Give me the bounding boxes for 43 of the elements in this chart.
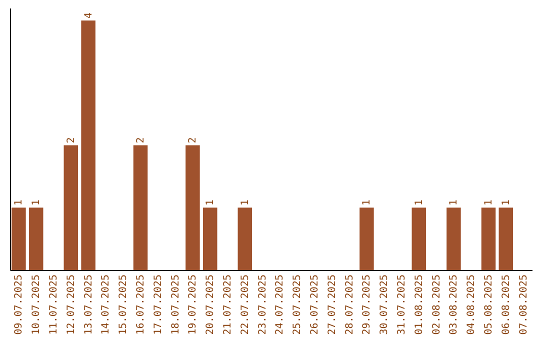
data-label: 1: [362, 200, 373, 206]
x-tick-label: 04.08.2025: [466, 274, 478, 335]
x-tick-label: 12.07.2025: [66, 274, 77, 335]
data-label: 1: [240, 200, 251, 206]
x-tick-label: 14.07.2025: [100, 274, 112, 335]
x-tick-label: 01.08.2025: [414, 274, 425, 335]
data-label: 2: [66, 137, 77, 144]
x-tick-label: 21.07.2025: [222, 274, 234, 335]
x-tick-label: 16.07.2025: [136, 274, 146, 335]
x-tick-label: 02.08.2025: [431, 274, 442, 335]
x-tick-label: 29.07.2025: [362, 274, 373, 335]
x-tick-label: 11.07.2025: [48, 274, 60, 335]
x-tick-label: 28.07.2025: [344, 274, 356, 335]
x-tick-label: 27.07.2025: [326, 274, 338, 335]
x-tick-label: 07.08.2025: [518, 274, 530, 335]
x-tick-label: 22.07.2025: [240, 274, 251, 335]
data-label: 1: [500, 200, 512, 206]
x-tick-label: 19.07.2025: [188, 274, 199, 335]
x-tick-label: 03.08.2025: [448, 274, 460, 335]
x-tick-label: 05.08.2025: [484, 274, 494, 335]
data-label: 1: [448, 200, 460, 206]
x-tick-label: 17.07.2025: [152, 274, 164, 335]
x-tick-label: 24.07.2025: [274, 274, 286, 335]
x-tick-label: 13.07.2025: [83, 274, 94, 335]
x-tick-label: 18.07.2025: [170, 274, 182, 335]
x-tick-label: 25.07.2025: [292, 274, 304, 335]
x-tick-label: 09.07.2025: [14, 274, 25, 335]
x-tick-label: 26.07.2025: [310, 274, 320, 335]
x-tick-label: 23.07.2025: [257, 274, 268, 335]
data-label: 4: [83, 12, 94, 18]
x-tick-label: 15.07.2025: [118, 274, 130, 335]
data-label: 1: [31, 200, 42, 206]
x-tick-label: 10.07.2025: [31, 274, 42, 335]
x-tick-label: 30.07.2025: [379, 274, 390, 335]
x-tick-label: 06.08.2025: [500, 274, 512, 335]
data-label: 2: [136, 137, 146, 144]
data-label: 2: [188, 137, 199, 144]
data-label: 1: [14, 200, 25, 206]
x-tick-label: 31.07.2025: [396, 274, 408, 335]
data-label: 1: [205, 200, 216, 206]
x-tick-label: 20.07.2025: [205, 274, 216, 335]
data-label: 1: [414, 200, 425, 206]
data-label: 1: [484, 200, 494, 206]
